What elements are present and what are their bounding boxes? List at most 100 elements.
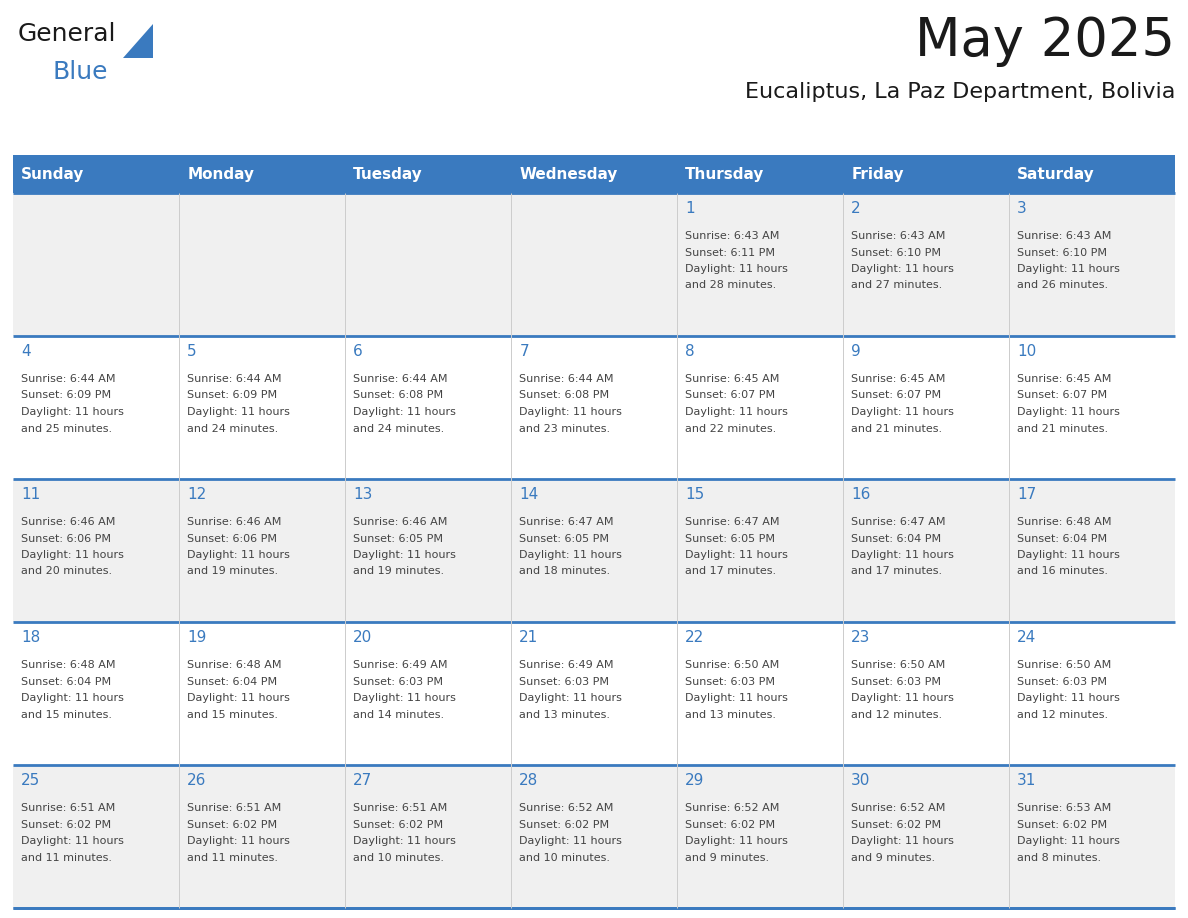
- Text: Sunset: 6:06 PM: Sunset: 6:06 PM: [188, 533, 277, 543]
- Text: Sunset: 6:05 PM: Sunset: 6:05 PM: [685, 533, 776, 543]
- Text: and 11 minutes.: and 11 minutes.: [188, 853, 278, 863]
- Text: Daylight: 11 hours: Daylight: 11 hours: [685, 407, 788, 417]
- Text: 10: 10: [1017, 344, 1037, 359]
- Text: and 28 minutes.: and 28 minutes.: [685, 281, 777, 290]
- Text: Sunrise: 6:43 AM: Sunrise: 6:43 AM: [685, 231, 779, 241]
- Text: Sunset: 6:03 PM: Sunset: 6:03 PM: [685, 677, 776, 687]
- Text: and 20 minutes.: and 20 minutes.: [21, 566, 113, 577]
- Bar: [1009, 155, 1175, 193]
- Text: Sunrise: 6:46 AM: Sunrise: 6:46 AM: [21, 517, 115, 527]
- Text: Sunrise: 6:52 AM: Sunrise: 6:52 AM: [852, 803, 946, 813]
- Bar: [13, 622, 1175, 765]
- Text: Sunday: Sunday: [21, 166, 84, 182]
- Text: 13: 13: [353, 487, 373, 502]
- Text: and 21 minutes.: and 21 minutes.: [852, 423, 942, 433]
- Bar: [843, 155, 1009, 193]
- Text: Sunrise: 6:45 AM: Sunrise: 6:45 AM: [852, 374, 946, 384]
- Text: and 9 minutes.: and 9 minutes.: [852, 853, 935, 863]
- Text: Tuesday: Tuesday: [353, 166, 423, 182]
- Text: 18: 18: [21, 630, 40, 645]
- Text: Sunset: 6:06 PM: Sunset: 6:06 PM: [21, 533, 112, 543]
- Bar: [511, 155, 677, 193]
- Text: and 14 minutes.: and 14 minutes.: [353, 710, 444, 720]
- Text: Sunset: 6:10 PM: Sunset: 6:10 PM: [852, 248, 941, 258]
- Text: Sunrise: 6:48 AM: Sunrise: 6:48 AM: [188, 660, 282, 670]
- Text: Daylight: 11 hours: Daylight: 11 hours: [852, 550, 954, 560]
- Bar: [13, 336, 1175, 479]
- Text: Blue: Blue: [53, 60, 108, 84]
- Text: Daylight: 11 hours: Daylight: 11 hours: [1017, 836, 1120, 846]
- Text: and 24 minutes.: and 24 minutes.: [188, 423, 278, 433]
- Text: Daylight: 11 hours: Daylight: 11 hours: [1017, 264, 1120, 274]
- Text: May 2025: May 2025: [915, 15, 1175, 67]
- Text: and 10 minutes.: and 10 minutes.: [519, 853, 611, 863]
- Text: Sunset: 6:02 PM: Sunset: 6:02 PM: [188, 820, 278, 830]
- Text: Sunset: 6:11 PM: Sunset: 6:11 PM: [685, 248, 776, 258]
- Text: and 17 minutes.: and 17 minutes.: [685, 566, 777, 577]
- Text: Daylight: 11 hours: Daylight: 11 hours: [519, 693, 623, 703]
- Text: Sunrise: 6:43 AM: Sunrise: 6:43 AM: [1017, 231, 1112, 241]
- Text: 12: 12: [188, 487, 207, 502]
- Text: Sunset: 6:10 PM: Sunset: 6:10 PM: [1017, 248, 1107, 258]
- Text: Sunset: 6:04 PM: Sunset: 6:04 PM: [188, 677, 278, 687]
- Text: Daylight: 11 hours: Daylight: 11 hours: [852, 836, 954, 846]
- Text: 20: 20: [353, 630, 373, 645]
- Text: Daylight: 11 hours: Daylight: 11 hours: [685, 693, 788, 703]
- Text: Sunrise: 6:52 AM: Sunrise: 6:52 AM: [519, 803, 614, 813]
- Text: Sunset: 6:03 PM: Sunset: 6:03 PM: [519, 677, 609, 687]
- Text: Daylight: 11 hours: Daylight: 11 hours: [685, 550, 788, 560]
- Text: Sunrise: 6:50 AM: Sunrise: 6:50 AM: [1017, 660, 1112, 670]
- Text: Sunset: 6:04 PM: Sunset: 6:04 PM: [21, 677, 112, 687]
- Text: Sunset: 6:08 PM: Sunset: 6:08 PM: [519, 390, 609, 400]
- Text: Daylight: 11 hours: Daylight: 11 hours: [1017, 407, 1120, 417]
- Text: 23: 23: [852, 630, 871, 645]
- Text: Sunset: 6:02 PM: Sunset: 6:02 PM: [353, 820, 443, 830]
- Text: 5: 5: [188, 344, 197, 359]
- Text: 24: 24: [1017, 630, 1037, 645]
- Text: 15: 15: [685, 487, 704, 502]
- Bar: [345, 155, 511, 193]
- Text: Sunset: 6:05 PM: Sunset: 6:05 PM: [519, 533, 609, 543]
- Text: 26: 26: [188, 773, 207, 788]
- Text: and 26 minutes.: and 26 minutes.: [1017, 281, 1108, 290]
- Text: and 13 minutes.: and 13 minutes.: [685, 710, 776, 720]
- Text: Sunrise: 6:53 AM: Sunrise: 6:53 AM: [1017, 803, 1112, 813]
- Text: Daylight: 11 hours: Daylight: 11 hours: [519, 550, 623, 560]
- Text: and 11 minutes.: and 11 minutes.: [21, 853, 113, 863]
- Text: Sunrise: 6:51 AM: Sunrise: 6:51 AM: [353, 803, 448, 813]
- Text: Daylight: 11 hours: Daylight: 11 hours: [852, 407, 954, 417]
- Text: Daylight: 11 hours: Daylight: 11 hours: [353, 693, 456, 703]
- Text: and 15 minutes.: and 15 minutes.: [21, 710, 113, 720]
- Text: 31: 31: [1017, 773, 1037, 788]
- Text: and 23 minutes.: and 23 minutes.: [519, 423, 611, 433]
- Text: Sunrise: 6:46 AM: Sunrise: 6:46 AM: [353, 517, 448, 527]
- Text: and 12 minutes.: and 12 minutes.: [852, 710, 942, 720]
- Text: Sunset: 6:03 PM: Sunset: 6:03 PM: [1017, 677, 1107, 687]
- Text: Daylight: 11 hours: Daylight: 11 hours: [519, 407, 623, 417]
- Text: General: General: [18, 22, 116, 46]
- Text: Sunrise: 6:51 AM: Sunrise: 6:51 AM: [21, 803, 115, 813]
- Text: Daylight: 11 hours: Daylight: 11 hours: [21, 407, 125, 417]
- Text: Sunrise: 6:43 AM: Sunrise: 6:43 AM: [852, 231, 946, 241]
- Text: Daylight: 11 hours: Daylight: 11 hours: [21, 550, 125, 560]
- Text: and 19 minutes.: and 19 minutes.: [188, 566, 278, 577]
- Text: and 9 minutes.: and 9 minutes.: [685, 853, 770, 863]
- Text: Daylight: 11 hours: Daylight: 11 hours: [188, 407, 290, 417]
- Text: 14: 14: [519, 487, 538, 502]
- Text: Wednesday: Wednesday: [519, 166, 618, 182]
- Text: and 22 minutes.: and 22 minutes.: [685, 423, 777, 433]
- Text: 7: 7: [519, 344, 529, 359]
- Text: Daylight: 11 hours: Daylight: 11 hours: [188, 550, 290, 560]
- Text: 28: 28: [519, 773, 538, 788]
- Text: Sunrise: 6:49 AM: Sunrise: 6:49 AM: [519, 660, 614, 670]
- Text: and 25 minutes.: and 25 minutes.: [21, 423, 113, 433]
- Text: Saturday: Saturday: [1017, 166, 1095, 182]
- Text: 9: 9: [852, 344, 861, 359]
- Bar: [13, 479, 1175, 622]
- Text: 19: 19: [188, 630, 207, 645]
- Text: Sunrise: 6:46 AM: Sunrise: 6:46 AM: [188, 517, 282, 527]
- Text: 1: 1: [685, 201, 695, 216]
- Text: Daylight: 11 hours: Daylight: 11 hours: [852, 693, 954, 703]
- Text: 25: 25: [21, 773, 40, 788]
- Text: Daylight: 11 hours: Daylight: 11 hours: [188, 693, 290, 703]
